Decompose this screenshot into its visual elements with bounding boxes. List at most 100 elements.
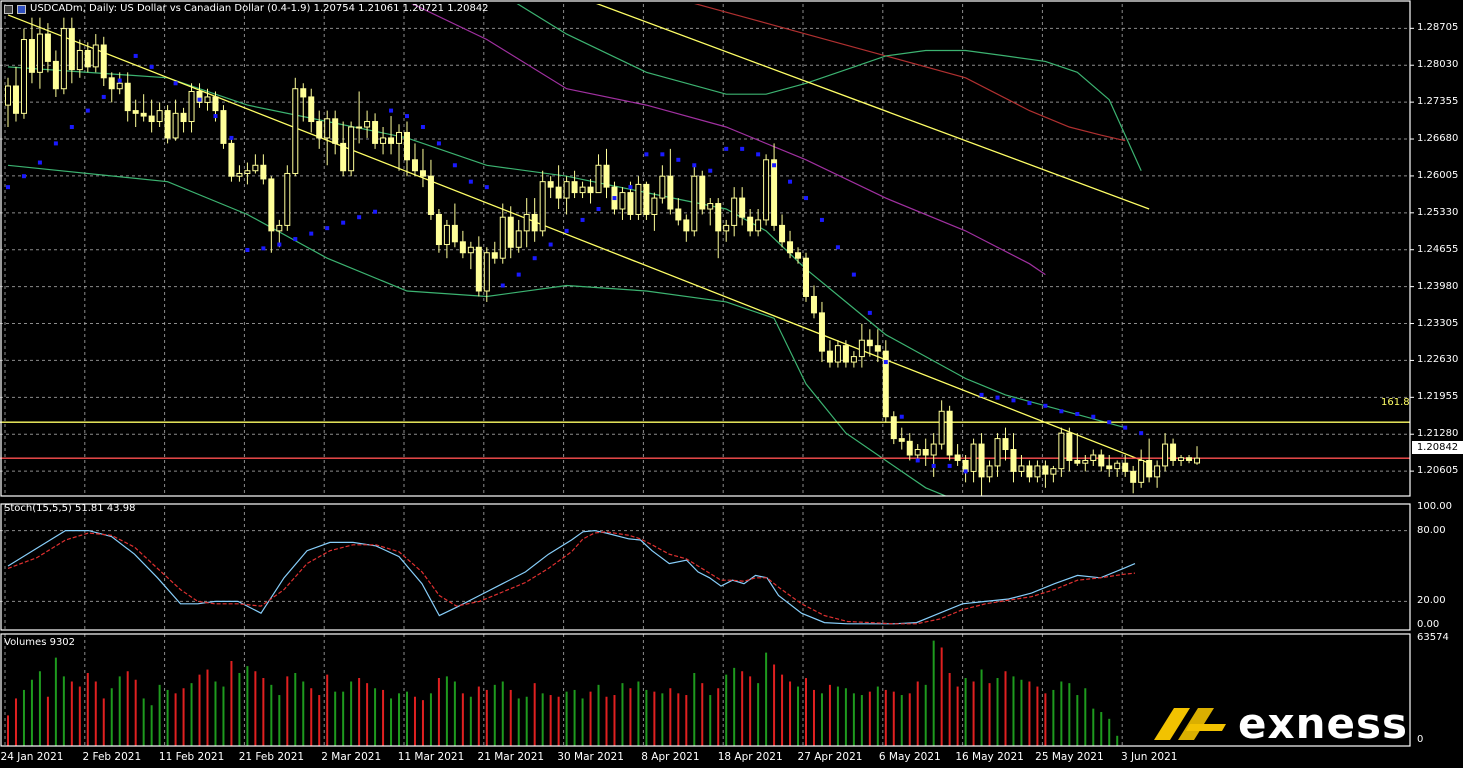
candle-body bbox=[882, 350, 889, 418]
parabolic-sar-dot bbox=[213, 114, 218, 119]
candle-body bbox=[1082, 459, 1089, 464]
price-tick-label: 1.25330 bbox=[1417, 206, 1459, 218]
candle-body bbox=[595, 164, 602, 194]
parabolic-sar-dot bbox=[740, 146, 745, 151]
candle-body bbox=[619, 192, 626, 210]
candle-body bbox=[938, 410, 945, 445]
parabolic-sar-dot bbox=[245, 248, 250, 252]
candle-body bbox=[1098, 454, 1105, 467]
candle-body bbox=[76, 49, 83, 71]
candle-body bbox=[898, 438, 905, 442]
parabolic-sar-dot bbox=[788, 179, 793, 184]
candle-body bbox=[276, 224, 283, 232]
parabolic-sar-dot bbox=[819, 217, 824, 222]
parabolic-sar-dot bbox=[149, 64, 154, 69]
price-tick-label: 1.24655 bbox=[1417, 243, 1459, 255]
moving-average-red-line bbox=[694, 4, 1126, 142]
candle-body bbox=[332, 118, 339, 144]
candle-body bbox=[723, 224, 730, 232]
stochastic-chart bbox=[7, 529, 1136, 625]
parabolic-sar-dot bbox=[644, 152, 649, 157]
candle-body bbox=[36, 33, 43, 73]
candle-body bbox=[834, 345, 841, 363]
candle-body bbox=[499, 216, 506, 259]
date-tick-label: 3 Jun 2021 bbox=[1120, 751, 1178, 763]
candle-body bbox=[986, 465, 993, 478]
candle-body bbox=[1138, 459, 1145, 483]
candle-body bbox=[1050, 468, 1057, 475]
candle-body bbox=[683, 219, 690, 232]
price-tick-label: 1.23980 bbox=[1417, 280, 1459, 292]
parabolic-sar-dot bbox=[1075, 412, 1080, 416]
parabolic-sar-dot bbox=[468, 179, 473, 184]
parabolic-sar-dot bbox=[6, 185, 10, 190]
parabolic-sar-dot bbox=[708, 168, 713, 173]
candle-body bbox=[842, 345, 849, 363]
parabolic-sar-dot bbox=[341, 220, 346, 225]
volume-tick-label: 0 bbox=[1417, 734, 1424, 745]
candle-body bbox=[635, 183, 642, 215]
parabolic-sar-dot bbox=[756, 152, 761, 157]
candle-body bbox=[236, 172, 243, 177]
trendline bbox=[7, 14, 1150, 464]
candle-body bbox=[52, 60, 59, 90]
candle-body bbox=[779, 224, 786, 243]
parabolic-sar-dot bbox=[373, 209, 378, 214]
candle-body bbox=[1170, 443, 1177, 461]
chart-title-bar: USDCADm, Daily: US Dollar vs Canadian Do… bbox=[4, 3, 489, 15]
candle-body bbox=[164, 110, 171, 139]
parabolic-sar-dot bbox=[436, 141, 441, 146]
date-tick-label: 11 Feb 2021 bbox=[158, 751, 225, 763]
candle-body bbox=[946, 410, 953, 456]
price-plot-area bbox=[0, 4, 1410, 496]
parabolic-sar-dot bbox=[580, 217, 585, 222]
candle-body bbox=[212, 96, 219, 112]
price-tick-label: 1.28705 bbox=[1417, 22, 1459, 34]
candle-body bbox=[340, 142, 347, 172]
parabolic-sar-dot bbox=[676, 157, 681, 162]
candle-body bbox=[1018, 465, 1025, 472]
candle-body bbox=[523, 213, 530, 232]
parabolic-sar-dot bbox=[261, 246, 266, 251]
parabolic-sar-dot bbox=[1043, 403, 1048, 408]
candle-body bbox=[188, 90, 195, 123]
candle-body bbox=[308, 96, 315, 123]
candle-body bbox=[1058, 432, 1065, 470]
candle-body bbox=[1194, 457, 1201, 464]
candle-body bbox=[755, 219, 762, 232]
candle-body bbox=[731, 197, 738, 226]
candle-body bbox=[579, 186, 586, 194]
candle-body bbox=[84, 49, 91, 68]
candle-body bbox=[914, 449, 921, 456]
price-chart bbox=[0, 4, 1410, 496]
date-tick-label: 25 May 2021 bbox=[1035, 751, 1104, 763]
candle-body bbox=[124, 82, 131, 112]
candle-body bbox=[763, 159, 770, 221]
candle-body bbox=[803, 257, 809, 297]
candle-body bbox=[1106, 465, 1113, 470]
parabolic-sar-dot bbox=[53, 141, 58, 146]
parabolic-sar-dot bbox=[420, 125, 425, 129]
candle-body bbox=[140, 112, 147, 117]
window-menu-icon[interactable] bbox=[4, 4, 13, 14]
candle-body bbox=[28, 39, 35, 73]
candle-body bbox=[132, 110, 139, 114]
date-tick-label: 24 Jan 2021 bbox=[0, 751, 64, 763]
volume-chart bbox=[7, 640, 1119, 746]
candle-body bbox=[531, 213, 538, 232]
price-tick-label: 1.21955 bbox=[1417, 391, 1459, 403]
candle-body bbox=[515, 230, 522, 248]
candle-body bbox=[68, 28, 75, 71]
chart-window-icon[interactable] bbox=[17, 4, 26, 14]
candle-body bbox=[1130, 470, 1137, 483]
price-tick-label: 1.23305 bbox=[1417, 317, 1459, 329]
parabolic-sar-dot bbox=[277, 242, 282, 247]
parabolic-sar-dot bbox=[309, 231, 314, 236]
candle-body bbox=[715, 203, 722, 232]
date-tick-label: 27 Apr 2021 bbox=[797, 751, 863, 763]
candle-body bbox=[850, 356, 857, 363]
price-tick-label: 1.20605 bbox=[1417, 465, 1459, 477]
candle-body bbox=[427, 175, 434, 215]
price-tick-label: 1.21280 bbox=[1417, 428, 1459, 440]
